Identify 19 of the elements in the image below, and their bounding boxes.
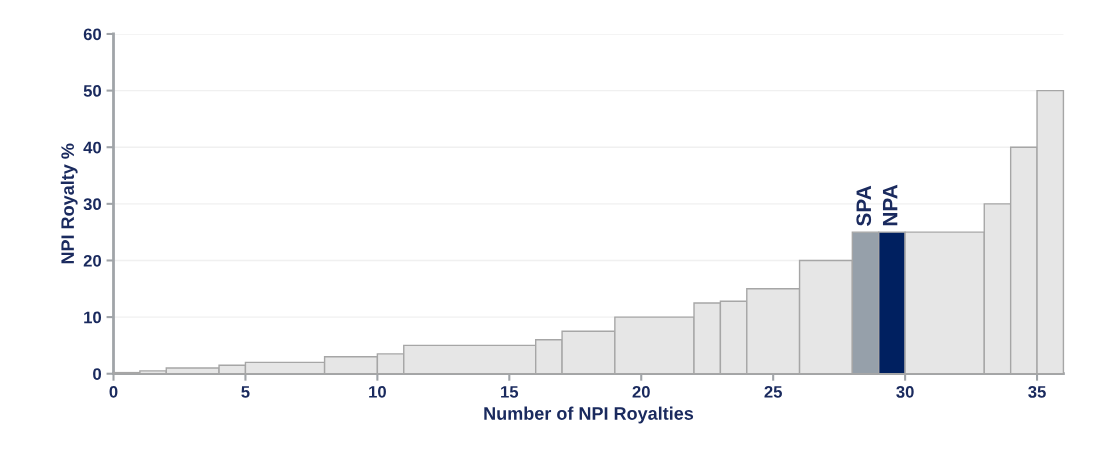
y-axis-title: NPI Royalty %: [60, 143, 78, 264]
y-tick-label: 20: [83, 254, 102, 267]
y-tick-label: 0: [93, 368, 102, 380]
x-tick-label: 5: [241, 386, 250, 398]
x-axis-title: Number of NPI Royalties: [484, 406, 694, 424]
y-tick-label: 40: [83, 141, 102, 154]
x-tick-label: 35: [1028, 385, 1046, 398]
y-tick-label: 60: [83, 28, 102, 41]
annotation: NPA: [882, 184, 898, 226]
y-tick-label: 10: [84, 311, 102, 324]
annotation: SPA: [856, 185, 872, 227]
x-tick-label: 10: [369, 385, 386, 398]
x-tick-label: 30: [896, 385, 914, 398]
y-tick-label: 50: [83, 85, 102, 97]
y-tick-label: 30: [83, 198, 102, 211]
x-tick-label: 25: [764, 385, 782, 398]
x-tick-label: 20: [632, 385, 650, 398]
x-tick-label: 15: [501, 386, 519, 398]
x-tick-label: 0: [109, 385, 118, 398]
